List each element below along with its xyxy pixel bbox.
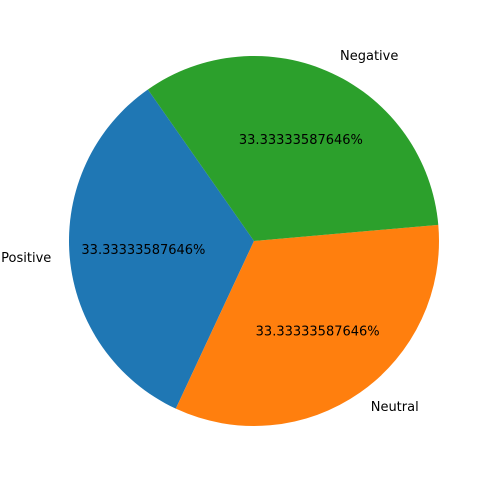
pie-slice-negative <box>147 56 439 241</box>
pie-labels: 33.33333587646% Positive 33.33333587646% Ne… <box>1 49 419 415</box>
slice-label-neutral: Neutral <box>371 400 419 415</box>
pie-slice-positive <box>69 89 255 409</box>
slice-percent-label-negative: 33.33333587646% <box>239 133 363 148</box>
slice-label-positive: Positive <box>1 251 51 266</box>
slice-percent-label-positive: 33.33333587646% <box>81 243 205 258</box>
slice-label-negative: Negative <box>340 49 398 64</box>
slice-percent-label-neutral: 33.33333587646% <box>256 324 380 339</box>
pie-slice-neutral <box>175 224 440 427</box>
pie-slices <box>69 56 440 427</box>
